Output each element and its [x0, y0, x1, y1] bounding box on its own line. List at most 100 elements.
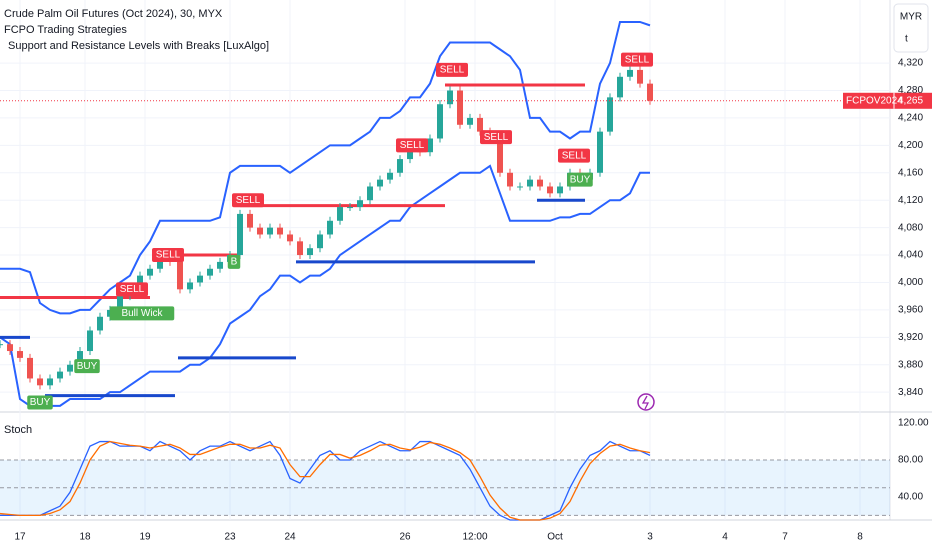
signal-text: Bull Wick [121, 308, 163, 319]
candle [607, 97, 613, 132]
candle [197, 275, 203, 283]
chart-title: Crude Palm Oil Futures (Oct 2024), 30, M… [4, 8, 223, 20]
candle [477, 117, 483, 132]
candle [527, 179, 533, 187]
candle [27, 357, 33, 379]
y-tick-label: 4,200 [898, 140, 923, 151]
buy-label [109, 306, 175, 321]
signal-text: BUY [570, 174, 591, 185]
y-tick-label: 4,320 [898, 58, 923, 69]
plot: BUY BUY Bull Wick SELL SELL B SELL SELL SELL SELL… [0, 0, 890, 521]
candle [437, 104, 443, 139]
candle [627, 69, 633, 77]
candle [47, 378, 53, 386]
candle [427, 138, 433, 153]
candle [357, 200, 363, 208]
y-tick-label: 3,880 [898, 359, 923, 370]
candle [327, 220, 333, 235]
y-tick-label: 4,160 [898, 167, 923, 178]
price-tag [843, 92, 932, 109]
sell-label [621, 52, 653, 67]
x-tick-label: 23 [224, 532, 236, 543]
buy-label [27, 395, 53, 410]
y-tick-label: 3,920 [898, 332, 923, 343]
candle [87, 330, 93, 352]
candle [67, 364, 73, 372]
x-tick-label: 26 [399, 532, 411, 543]
y-tick-label: 4,240 [898, 113, 923, 124]
event-icon[interactable] [637, 393, 655, 411]
y-tick-label: 3,840 [898, 387, 923, 398]
candle [387, 172, 393, 180]
signal-text: SELL [440, 65, 465, 76]
x-tick-label: 4 [722, 532, 728, 543]
x-tick-label: 17 [14, 532, 26, 543]
signal-text: BUY [77, 361, 98, 372]
candle [647, 83, 653, 101]
candle [287, 234, 293, 242]
candle [117, 296, 123, 310]
currency-box[interactable] [893, 3, 929, 53]
candle [57, 371, 63, 379]
candle [257, 227, 263, 235]
signal-text: SELL [156, 250, 181, 261]
candle [597, 131, 603, 173]
signal-text: SELL [400, 140, 425, 151]
candle [457, 90, 463, 125]
candle [237, 213, 243, 256]
candle [447, 90, 453, 105]
currency: MYR [900, 12, 922, 23]
candle [7, 344, 13, 352]
candle [397, 159, 403, 173]
candle [557, 186, 563, 194]
stoch-tick-label: 40.00 [898, 492, 923, 503]
candle [97, 316, 103, 331]
sell-label [116, 282, 148, 297]
x-tick-label: Oct [547, 532, 563, 543]
candle [187, 282, 193, 290]
candle [377, 179, 383, 187]
candle [207, 268, 213, 276]
candle [297, 241, 303, 256]
x-tick-label: 24 [284, 532, 296, 543]
candle [547, 186, 553, 194]
y-tick-label: 4,000 [898, 277, 923, 288]
sell-label [152, 248, 184, 263]
candle [177, 261, 183, 290]
candle [517, 186, 523, 188]
x-tick-label: 8 [857, 532, 863, 543]
candle [507, 172, 513, 187]
signal-text: BUY [30, 397, 51, 408]
signal-text: SELL [236, 195, 261, 206]
x-tick-label: 3 [647, 532, 653, 543]
scale-button[interactable]: t [905, 34, 908, 45]
x-tick-label: 18 [79, 532, 91, 543]
sell-label [436, 62, 468, 77]
candle [247, 213, 253, 228]
pane-title: Stoch [4, 424, 32, 436]
candle [17, 351, 23, 358]
candle [147, 268, 153, 276]
band-line [0, 20, 651, 315]
sell-label [480, 130, 512, 145]
y-tick-label: 4,040 [898, 250, 923, 261]
candle [367, 186, 373, 201]
event-bolt [641, 395, 650, 410]
band-line [0, 164, 650, 407]
indicator-name: FCPO Trading Strategies [4, 24, 127, 36]
candle [277, 227, 283, 235]
sell-label [558, 148, 590, 163]
price-tag-value: 4,265 [898, 95, 923, 106]
stoch-tick-label: 80.00 [898, 455, 923, 466]
sell-label [396, 138, 428, 153]
candle [467, 117, 473, 125]
signal-text: SELL [625, 54, 650, 65]
buy-label [74, 359, 100, 374]
stoch-line [0, 440, 651, 521]
y-tick-label: 4,280 [898, 85, 923, 96]
signal-text: SELL [120, 284, 145, 295]
candle [267, 227, 273, 235]
x-tick-label: 7 [782, 532, 788, 543]
